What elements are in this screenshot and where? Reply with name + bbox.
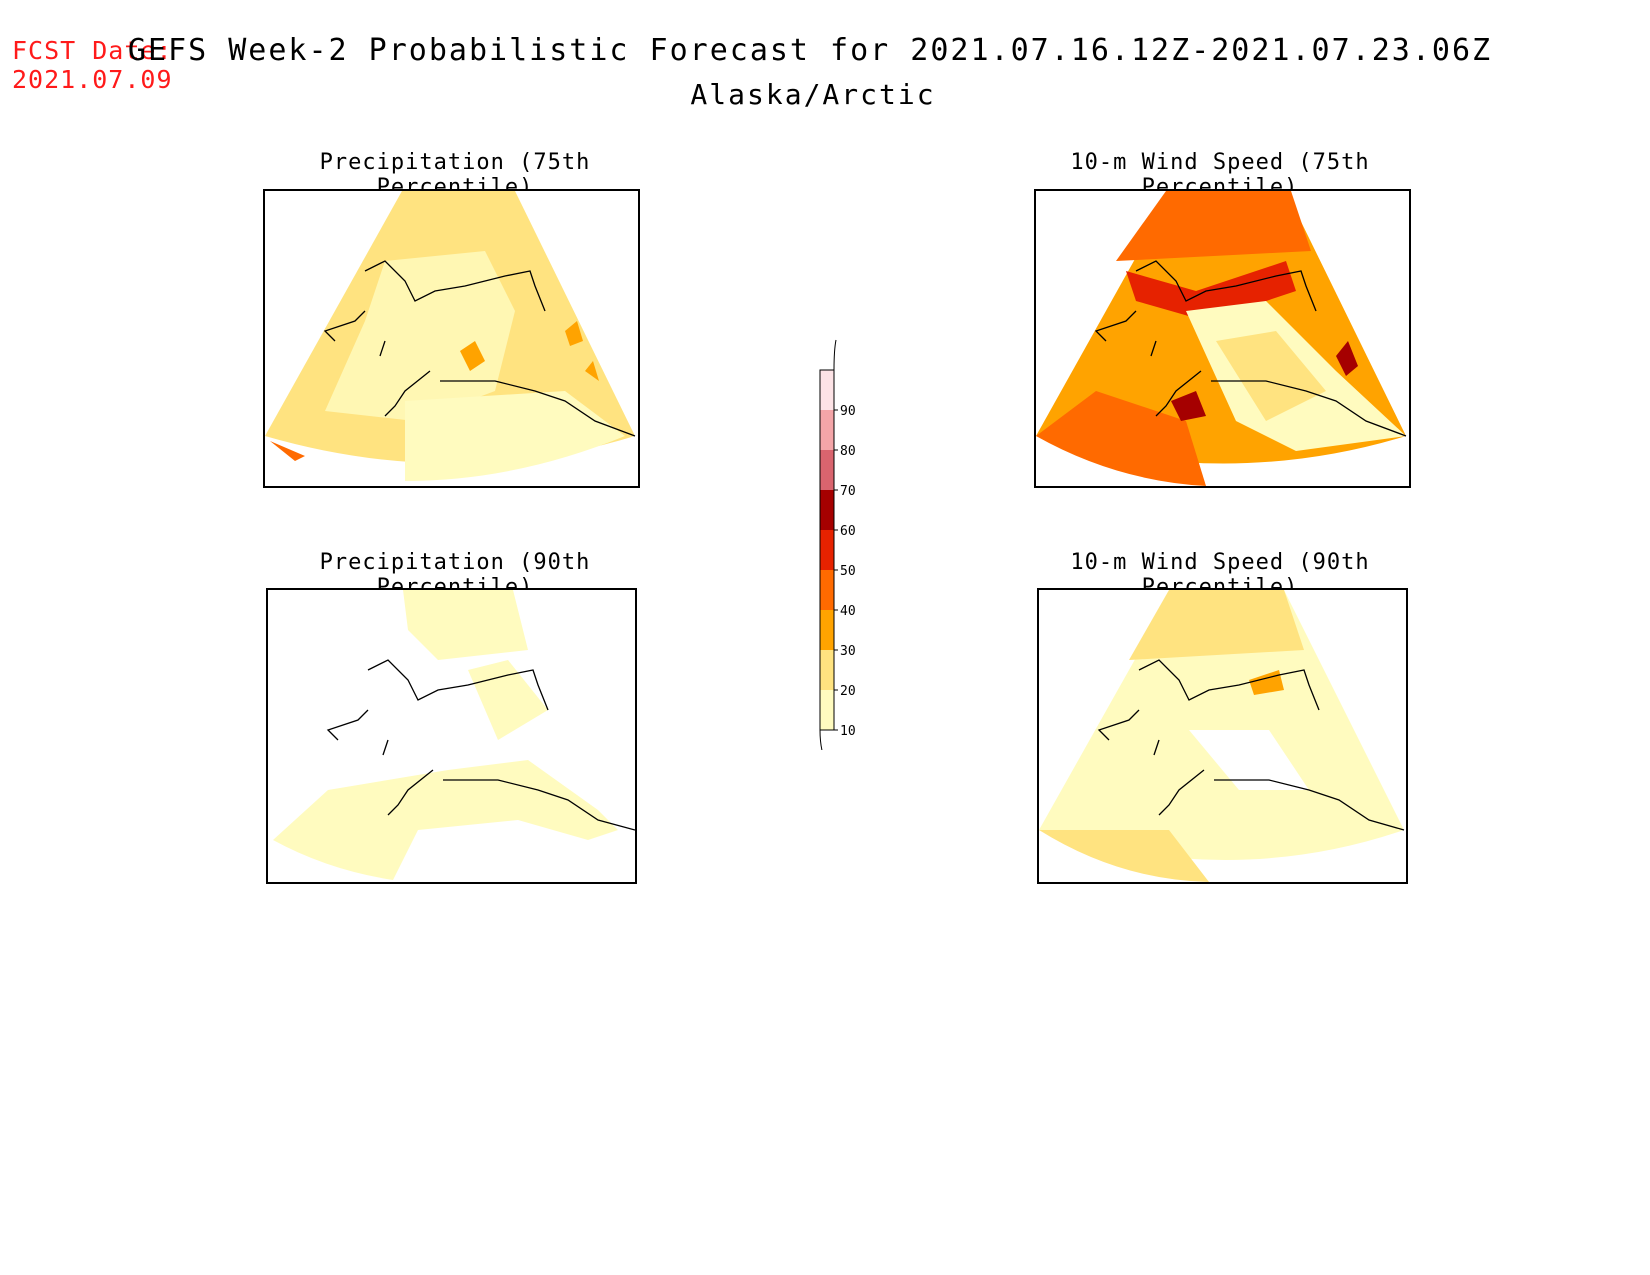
colorbar-tick-label: 80 [840, 444, 856, 459]
page-title: GEFS Week-2 Probabilistic Forecast for 2… [127, 33, 1493, 68]
colorbar-tick-label: 50 [840, 564, 856, 579]
colorbar-swatch [820, 370, 834, 410]
colorbar-swatch [820, 450, 834, 490]
forecast-date-label: FCST Date: [12, 36, 173, 65]
colorbar-tick-label: 60 [840, 524, 856, 539]
map-wind-75 [1034, 189, 1411, 488]
colorbar-swatch [820, 410, 834, 450]
colorbar-tick-label: 40 [840, 604, 856, 619]
map-wind-90 [1037, 588, 1408, 884]
forecast-date-value: 2021.07.09 [12, 65, 173, 94]
colorbar-swatch [820, 610, 834, 650]
colorbar: 10 20 30 40 50 60 70 80 90 [819, 339, 856, 750]
colorbar-swatch [820, 650, 834, 690]
colorbar-swatch [820, 690, 834, 730]
map-precip-75 [263, 189, 640, 488]
colorbar-swatch [820, 570, 834, 610]
colorbar-swatch [820, 530, 834, 570]
colorbar-tick-label: 30 [840, 644, 856, 659]
forecast-date: FCST Date: 2021.07.09 [12, 36, 173, 94]
colorbar-swatch [820, 490, 834, 530]
colorbar-outline [819, 339, 837, 750]
colorbar-tick-label: 20 [840, 684, 856, 699]
map-precip-90 [266, 588, 637, 884]
colorbar-tick-label: 90 [840, 404, 856, 419]
colorbar-tick-label: 70 [840, 484, 856, 499]
panel-title-wind-75: 10-m Wind Speed (75th Percentile) [1070, 150, 1370, 200]
region-subtitle: Alaska/Arctic [690, 78, 936, 111]
colorbar-tick-label: 10 [840, 724, 856, 739]
